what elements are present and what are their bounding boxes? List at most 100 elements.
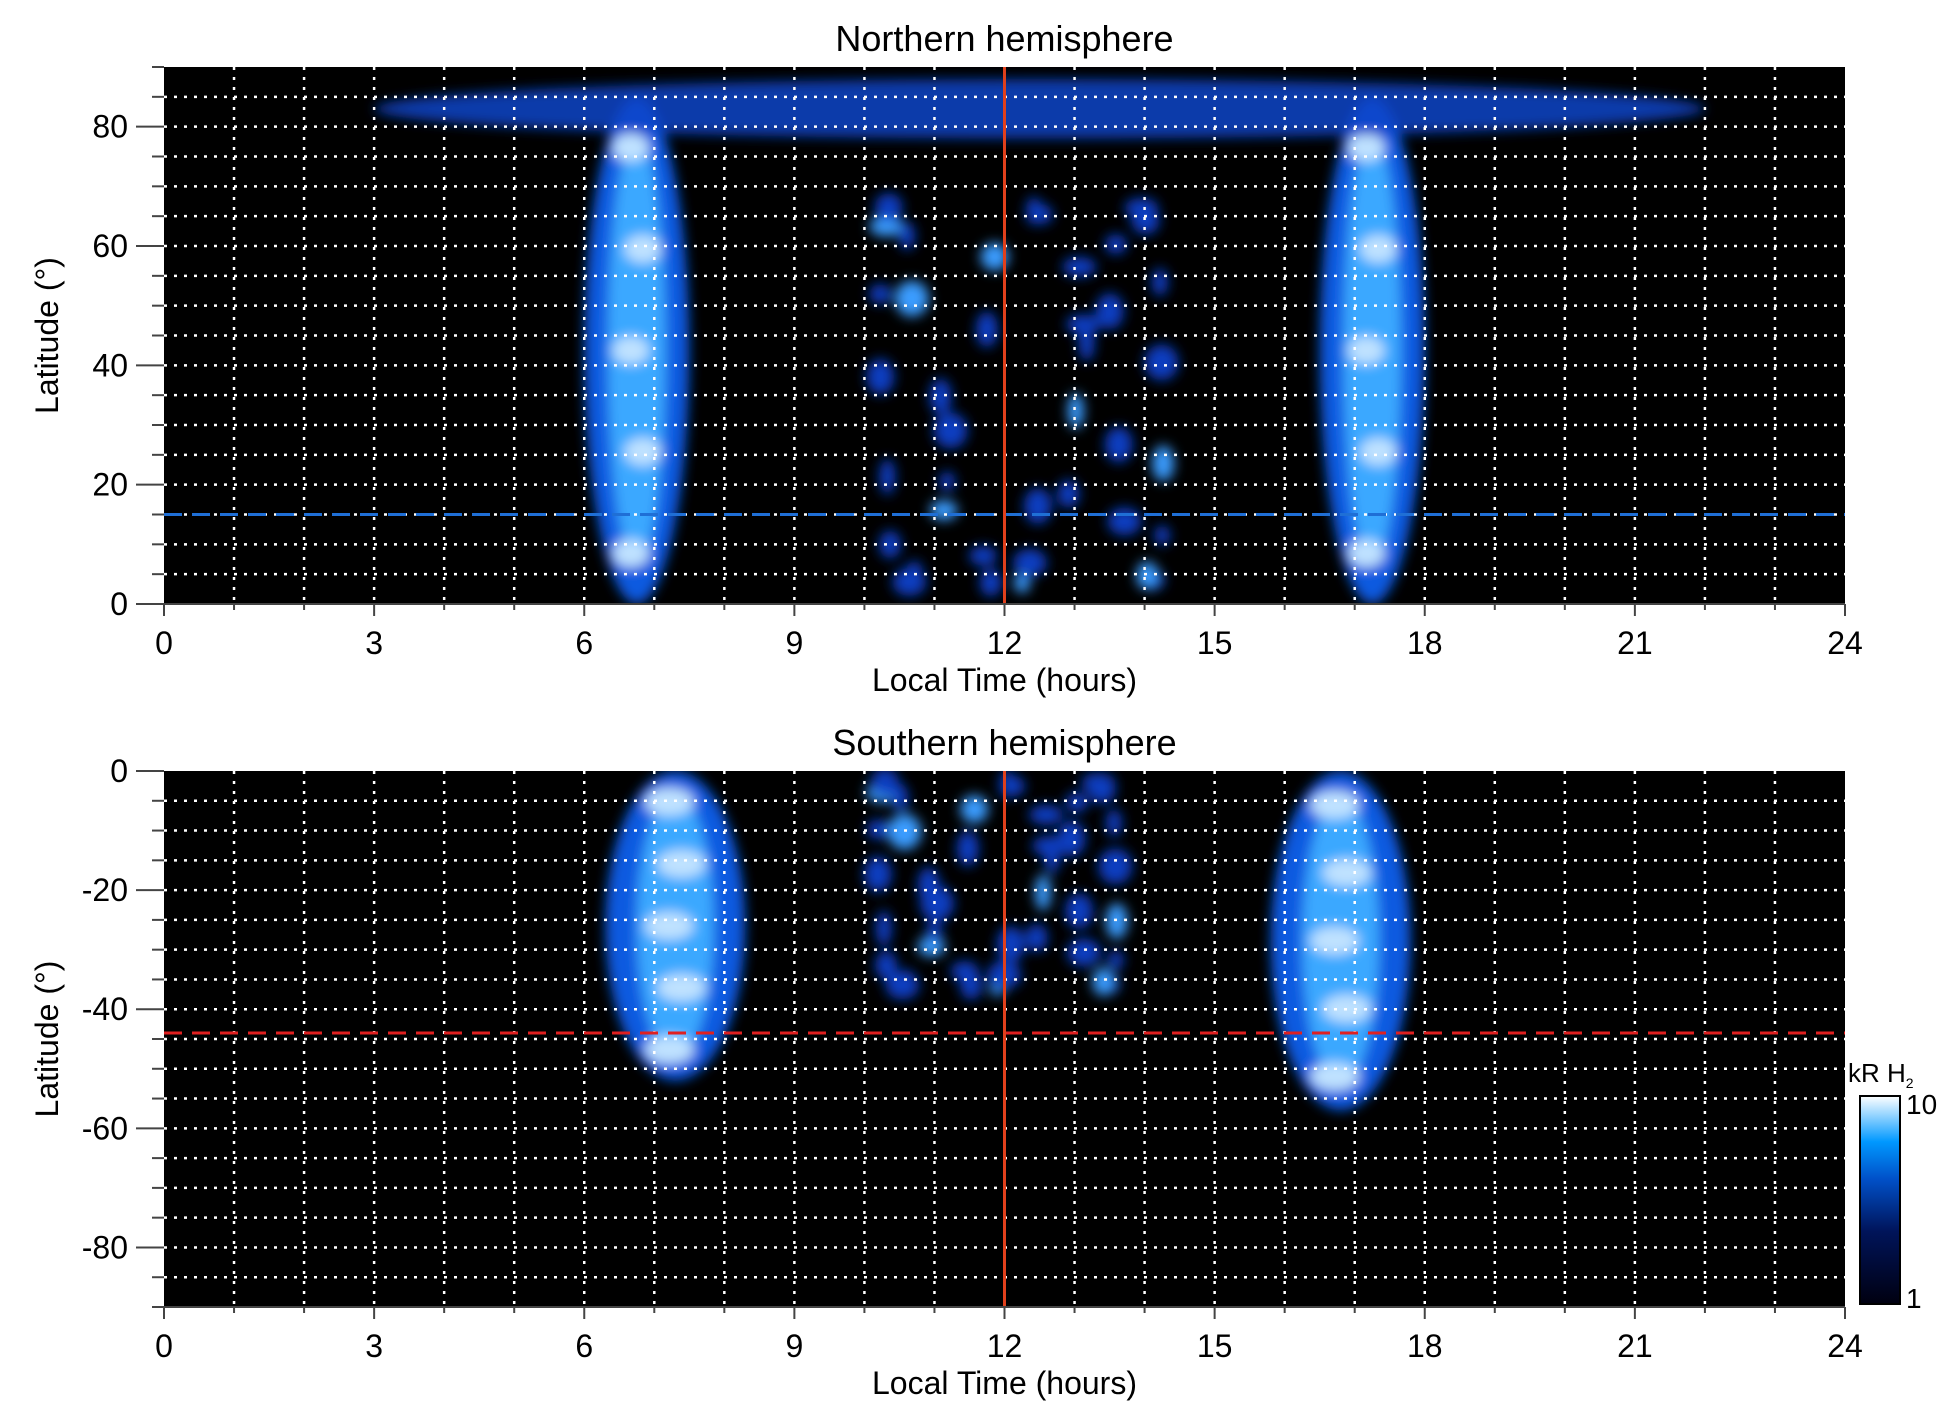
emission-patch	[969, 545, 998, 566]
emission-patch	[869, 284, 892, 305]
x-tick-label: 15	[1197, 1328, 1233, 1364]
emission-bright-spot	[1310, 926, 1360, 955]
emission-bright-spot	[1347, 539, 1385, 568]
x-tick-label: 24	[1827, 1328, 1863, 1364]
emission-bright-spot	[1310, 790, 1360, 819]
y-tick-label: -20	[82, 872, 128, 908]
emission-patch	[1151, 268, 1168, 297]
emission-patch	[870, 771, 899, 797]
emission-patch	[1065, 792, 1088, 813]
x-tick-label: 15	[1197, 625, 1233, 661]
emission-bright-spot	[1322, 858, 1372, 887]
x-tick-label: 3	[365, 625, 383, 661]
colorbar: kR H2 10 1	[1848, 1058, 1937, 1314]
emission-patch	[956, 830, 979, 867]
x-tick-label: 6	[575, 625, 593, 661]
emission-patch	[1152, 445, 1175, 482]
emission-patch	[863, 856, 892, 893]
emission-patch	[866, 819, 889, 840]
emission-patch	[1012, 548, 1047, 577]
x-tick-label: 12	[987, 625, 1023, 661]
emission-patch	[1105, 903, 1128, 940]
emission-patch	[1107, 507, 1142, 536]
emission-patch	[1032, 835, 1067, 856]
emission-bright-spot	[656, 849, 706, 878]
chart-title: Southern hemisphere	[832, 722, 1176, 763]
x-tick-label: 12	[987, 1328, 1023, 1364]
emission-patch	[1095, 293, 1124, 330]
x-tick-label: 6	[575, 1328, 593, 1364]
emission-bright-spot	[612, 133, 650, 162]
emission-patch	[874, 193, 903, 222]
emission-patch	[892, 568, 927, 597]
emission-patch	[899, 222, 916, 251]
emission-patch	[1062, 256, 1097, 277]
emission-bright-spot	[644, 1035, 694, 1064]
emission-polar-arc	[374, 78, 1705, 139]
emission-bright-spot	[644, 787, 694, 816]
y-tick-label: -40	[82, 991, 128, 1027]
emission-patch	[866, 358, 895, 395]
emission-patch	[1034, 874, 1051, 911]
emission-bright-spot	[1359, 234, 1397, 263]
y-tick-label: 20	[92, 467, 128, 503]
y-axis-label: Latitude (°)	[29, 961, 65, 1118]
emission-patch	[999, 771, 1016, 799]
emission-patch	[1154, 525, 1171, 546]
emission-bright-spot	[612, 539, 650, 568]
emission-bright-spot	[1347, 133, 1385, 162]
emission-patch	[1098, 848, 1133, 885]
emission-bright-spot	[1347, 336, 1385, 365]
emission-patch	[1066, 938, 1101, 967]
x-tick-label: 9	[785, 625, 803, 661]
x-tick-label: 3	[365, 1328, 383, 1364]
colorbar-label: kR H2	[1848, 1058, 1914, 1091]
x-tick-label: 0	[155, 1328, 173, 1364]
emission-patch	[996, 926, 1025, 963]
emission-layer	[605, 771, 1411, 1111]
y-tick-label: 60	[92, 228, 128, 264]
emission-bright-spot	[624, 234, 662, 263]
emission-patch	[1023, 488, 1052, 525]
emission-patch	[1105, 808, 1122, 837]
emission-patch	[979, 568, 1002, 597]
emission-patch	[1066, 314, 1101, 335]
y-tick-label: 40	[92, 347, 128, 383]
emission-bright-spot	[612, 336, 650, 365]
y-tick-label: 0	[110, 586, 128, 622]
y-tick-label: 80	[92, 109, 128, 145]
emission-patch	[1104, 234, 1127, 255]
emission-patch	[929, 378, 952, 415]
emission-bright-spot	[1359, 437, 1397, 466]
emission-patch	[894, 280, 929, 317]
emission-patch	[980, 242, 1009, 271]
emission-patch	[1104, 426, 1133, 463]
emission-layer	[374, 78, 1705, 604]
x-tick-label: 9	[785, 1328, 803, 1364]
x-tick-label: 24	[1827, 625, 1863, 661]
x-tick-label: 21	[1617, 1328, 1653, 1364]
panel-southern: 0 3 6 9 12 15 18 21 24 0 -20 -40 -60 -80 Southern hemi…	[29, 722, 1863, 1401]
emission-patch	[1065, 892, 1094, 929]
emission-patch	[1025, 923, 1048, 952]
x-tick-label: 18	[1407, 625, 1443, 661]
emission-patch	[869, 216, 904, 237]
emission-bright-spot	[1310, 1062, 1360, 1091]
emission-patch	[975, 311, 998, 348]
emission-patch	[885, 971, 920, 1000]
emission-patch	[1014, 573, 1031, 594]
emission-patch	[1092, 967, 1115, 996]
emission-patch	[1131, 206, 1160, 235]
emission-patch	[1087, 775, 1116, 804]
x-tick-label: 18	[1407, 1328, 1443, 1364]
x-axis-label: Local Time (hours)	[872, 1365, 1137, 1401]
y-tick-label: -60	[82, 1110, 128, 1146]
x-tick-label: 21	[1617, 625, 1653, 661]
emission-patch	[1107, 950, 1124, 971]
colorbar-min-label: 1	[1906, 1283, 1922, 1314]
colorbar-gradient	[1859, 1095, 1901, 1305]
emission-patch	[939, 471, 956, 492]
colorbar-max-label: 10	[1906, 1089, 1937, 1120]
emission-patch	[1136, 561, 1159, 590]
y-tick-label: -80	[82, 1229, 128, 1265]
